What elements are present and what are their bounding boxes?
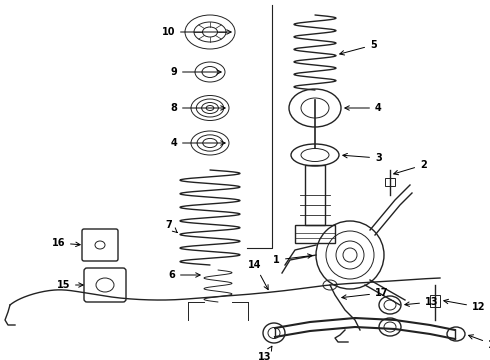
Text: 5: 5 [340,40,377,55]
Text: 4: 4 [345,103,382,113]
Text: 2: 2 [393,160,427,175]
Text: 11: 11 [468,335,490,350]
Text: 1: 1 [273,254,312,265]
Bar [305,165,325,225]
Text: 9: 9 [170,67,221,77]
Text: 13: 13 [258,346,272,360]
Text: 15: 15 [56,280,83,290]
Text: 14: 14 [248,260,268,289]
Text: 3: 3 [343,153,382,163]
Bar [295,225,335,243]
Bar [430,295,440,307]
Text: 12: 12 [444,299,486,312]
Text: 8: 8 [170,103,225,113]
Text: 4: 4 [170,138,225,148]
Text: 10: 10 [162,27,231,37]
Text: 6: 6 [168,270,200,280]
Text: 7: 7 [165,220,177,233]
Text: 13: 13 [405,297,439,307]
Text: 16: 16 [51,238,80,248]
Bar [385,178,395,186]
Text: 17: 17 [342,288,389,299]
